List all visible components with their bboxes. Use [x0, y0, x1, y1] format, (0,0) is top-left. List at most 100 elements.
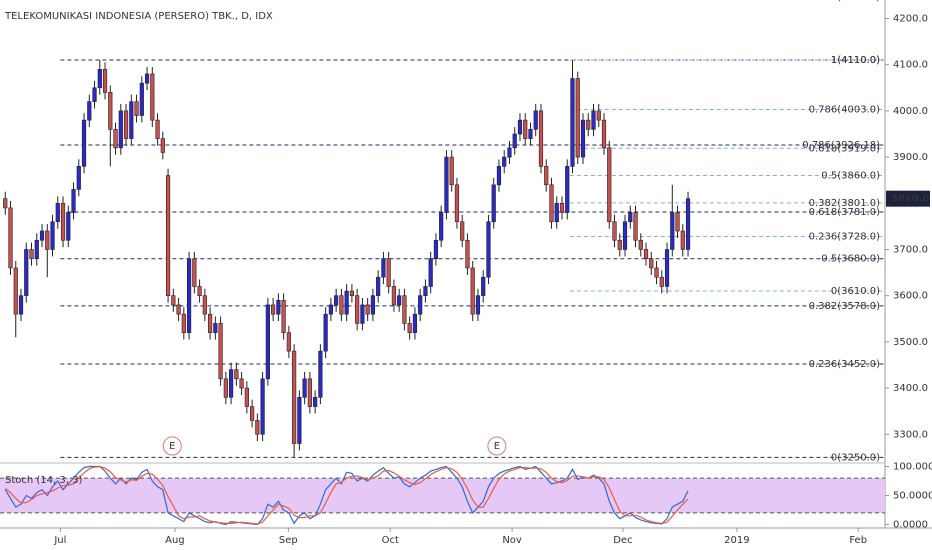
- candle-body: [281, 299, 286, 333]
- candle-body: [428, 258, 433, 287]
- candle-body: [496, 166, 502, 186]
- candle-body: [239, 378, 244, 389]
- candle-body: [523, 119, 528, 139]
- fib-label: 0.382(3578.0): [809, 301, 881, 312]
- candle-body: [607, 147, 612, 223]
- candle-body: [544, 166, 549, 186]
- candle-body: [460, 221, 465, 241]
- fib-label: 0.236(3452.0): [809, 359, 881, 370]
- candle-body: [670, 212, 675, 250]
- candle-body: [507, 147, 512, 158]
- last-price-box: [886, 190, 930, 207]
- candle-body: [87, 101, 92, 121]
- candle-body: [102, 69, 108, 93]
- candle-body: [533, 110, 538, 130]
- candle-body: [39, 230, 45, 241]
- candle-body: [580, 119, 586, 158]
- x-tick-label: Sep: [279, 535, 298, 546]
- candle-body: [18, 295, 24, 315]
- candle-body: [55, 202, 60, 223]
- candle-body: [66, 212, 71, 241]
- candle-body: [664, 249, 670, 287]
- candle-body: [108, 92, 113, 130]
- fib-label: 1(4110.0): [831, 55, 880, 66]
- candle-body: [685, 198, 691, 250]
- event-label: E: [169, 441, 175, 452]
- candle-body: [596, 110, 601, 121]
- candle-body: [381, 258, 386, 278]
- candle-body: [260, 378, 265, 435]
- candle-body: [181, 313, 186, 333]
- candle-body: [628, 212, 633, 223]
- candle-body: [197, 286, 202, 296]
- event-label: E: [494, 441, 500, 452]
- stoch-tick-label: 50.0000: [893, 491, 932, 502]
- stoch-band: [0, 478, 885, 513]
- fib-label: 1.272(4246.0): [809, 0, 881, 3]
- candle-body: [155, 119, 160, 139]
- fib-label: 0.382(3801.0): [809, 198, 881, 209]
- candle-body: [244, 387, 249, 407]
- y-tick-label: 3300.0: [893, 429, 928, 440]
- candle-body: [213, 323, 218, 333]
- candle-body: [218, 323, 223, 380]
- candle-body: [334, 295, 339, 306]
- fib-label: 0(3250.0): [831, 452, 880, 463]
- candle-body: [423, 286, 428, 296]
- candle-body: [365, 304, 370, 315]
- stoch-tick-label: 0.0000: [893, 520, 928, 531]
- y-tick-label: 4200.0: [893, 13, 928, 24]
- candle-body: [517, 119, 523, 135]
- y-tick-label: 3500.0: [893, 337, 928, 348]
- candle-body: [680, 230, 685, 250]
- candle-body: [391, 286, 397, 306]
- candle-body: [71, 189, 76, 213]
- stoch-tick-label: 100.0000: [893, 461, 932, 472]
- candle-body: [265, 304, 270, 380]
- candle-body: [97, 69, 102, 89]
- candle-body: [81, 119, 87, 167]
- candle-body: [223, 378, 228, 398]
- candle-body: [92, 87, 97, 102]
- candle-body: [538, 110, 544, 167]
- candle-body: [549, 184, 554, 223]
- x-tick-label: Nov: [502, 535, 522, 546]
- candle-body: [638, 239, 643, 250]
- candle-body: [202, 295, 207, 315]
- candle-body: [302, 378, 307, 398]
- y-tick-label: 3400.0: [893, 383, 928, 394]
- candle-body: [276, 299, 281, 315]
- candle-body: [617, 239, 622, 250]
- candle-body: [34, 239, 39, 260]
- candle-body: [643, 249, 649, 260]
- candle-body: [402, 295, 407, 324]
- candle-body: [659, 276, 664, 287]
- candle-body: [307, 378, 312, 407]
- candle-body: [171, 295, 176, 306]
- chart-title: TELEKOMUNIKASI INDONESIA (PERSERO) TBK.,…: [4, 11, 273, 22]
- candle-body: [123, 110, 129, 139]
- candle-body: [481, 276, 486, 296]
- candle-body: [370, 295, 376, 315]
- candle-body: [297, 397, 302, 444]
- x-tick-label: Aug: [165, 535, 185, 546]
- candle-body: [454, 184, 460, 223]
- candle-body: [570, 78, 575, 167]
- candle-body: [271, 304, 276, 315]
- candle-body: [313, 397, 318, 407]
- x-tick-label: Feb: [849, 535, 867, 546]
- candle-body: [207, 313, 213, 333]
- candle-body: [328, 304, 333, 315]
- fib-label: 0.618(3919.0): [809, 143, 881, 154]
- fib-label: 0.786(4003.0): [809, 104, 881, 115]
- candle-body: [3, 198, 8, 209]
- candle-body: [76, 166, 81, 190]
- candle-body: [470, 267, 475, 315]
- candle-body: [491, 184, 496, 223]
- candle-body: [250, 406, 255, 421]
- candle-body: [433, 239, 439, 260]
- candle-body: [376, 276, 381, 296]
- candle-body: [24, 249, 29, 296]
- candle-body: [554, 202, 559, 223]
